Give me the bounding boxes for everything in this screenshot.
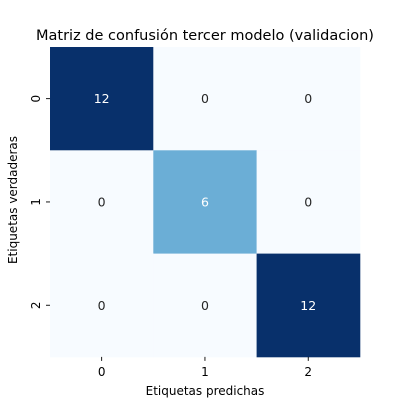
heatmap-cell-0-0	[50, 47, 154, 151]
y-tick-label-2: 2	[29, 301, 43, 309]
heatmap-cells: 12 0 0 0 6 0 0 0 12	[50, 47, 361, 358]
heatmap-cell-2-1	[153, 253, 257, 358]
heatmap-cell-0-2	[256, 47, 361, 151]
heatmap-cell-2-0	[50, 253, 154, 358]
heatmap-cell-1-0	[50, 150, 154, 254]
heatmap-cell-1-1	[153, 150, 257, 254]
x-tick-label-2: 2	[304, 365, 312, 379]
y-tick-label-0: 0	[29, 95, 43, 103]
cell-value-label-0-2: 0	[304, 91, 312, 106]
x-axis-label: Etiquetas predichas	[146, 384, 265, 398]
cell-value-label-1-0: 0	[98, 194, 106, 209]
cell-value-label-1-1: 6	[201, 194, 209, 209]
cell-value-label-2-2: 12	[300, 298, 316, 313]
cell-value-label-2-0: 0	[98, 298, 106, 313]
y-tick-label-1: 1	[29, 198, 43, 206]
x-tick-label-1: 1	[201, 365, 209, 379]
chart-title: Matriz de confusión tercer modelo (valid…	[36, 28, 374, 44]
x-tick-label-0: 0	[98, 365, 106, 379]
heatmap-cell-1-2	[256, 150, 361, 254]
cell-value-label-0-1: 0	[201, 91, 209, 106]
cell-value-label-0-0: 12	[94, 91, 110, 106]
x-axis-ticks: 0 1 2	[98, 356, 312, 379]
cell-value-label-2-1: 0	[201, 298, 209, 313]
y-axis-ticks: 0 1 2	[29, 95, 50, 309]
heatmap-cell-2-2	[256, 253, 361, 358]
cell-value-label-1-2: 0	[304, 194, 312, 209]
heatmap-cell-0-1	[153, 47, 257, 151]
y-axis-label: Etiquetas verdaderas	[6, 136, 20, 264]
